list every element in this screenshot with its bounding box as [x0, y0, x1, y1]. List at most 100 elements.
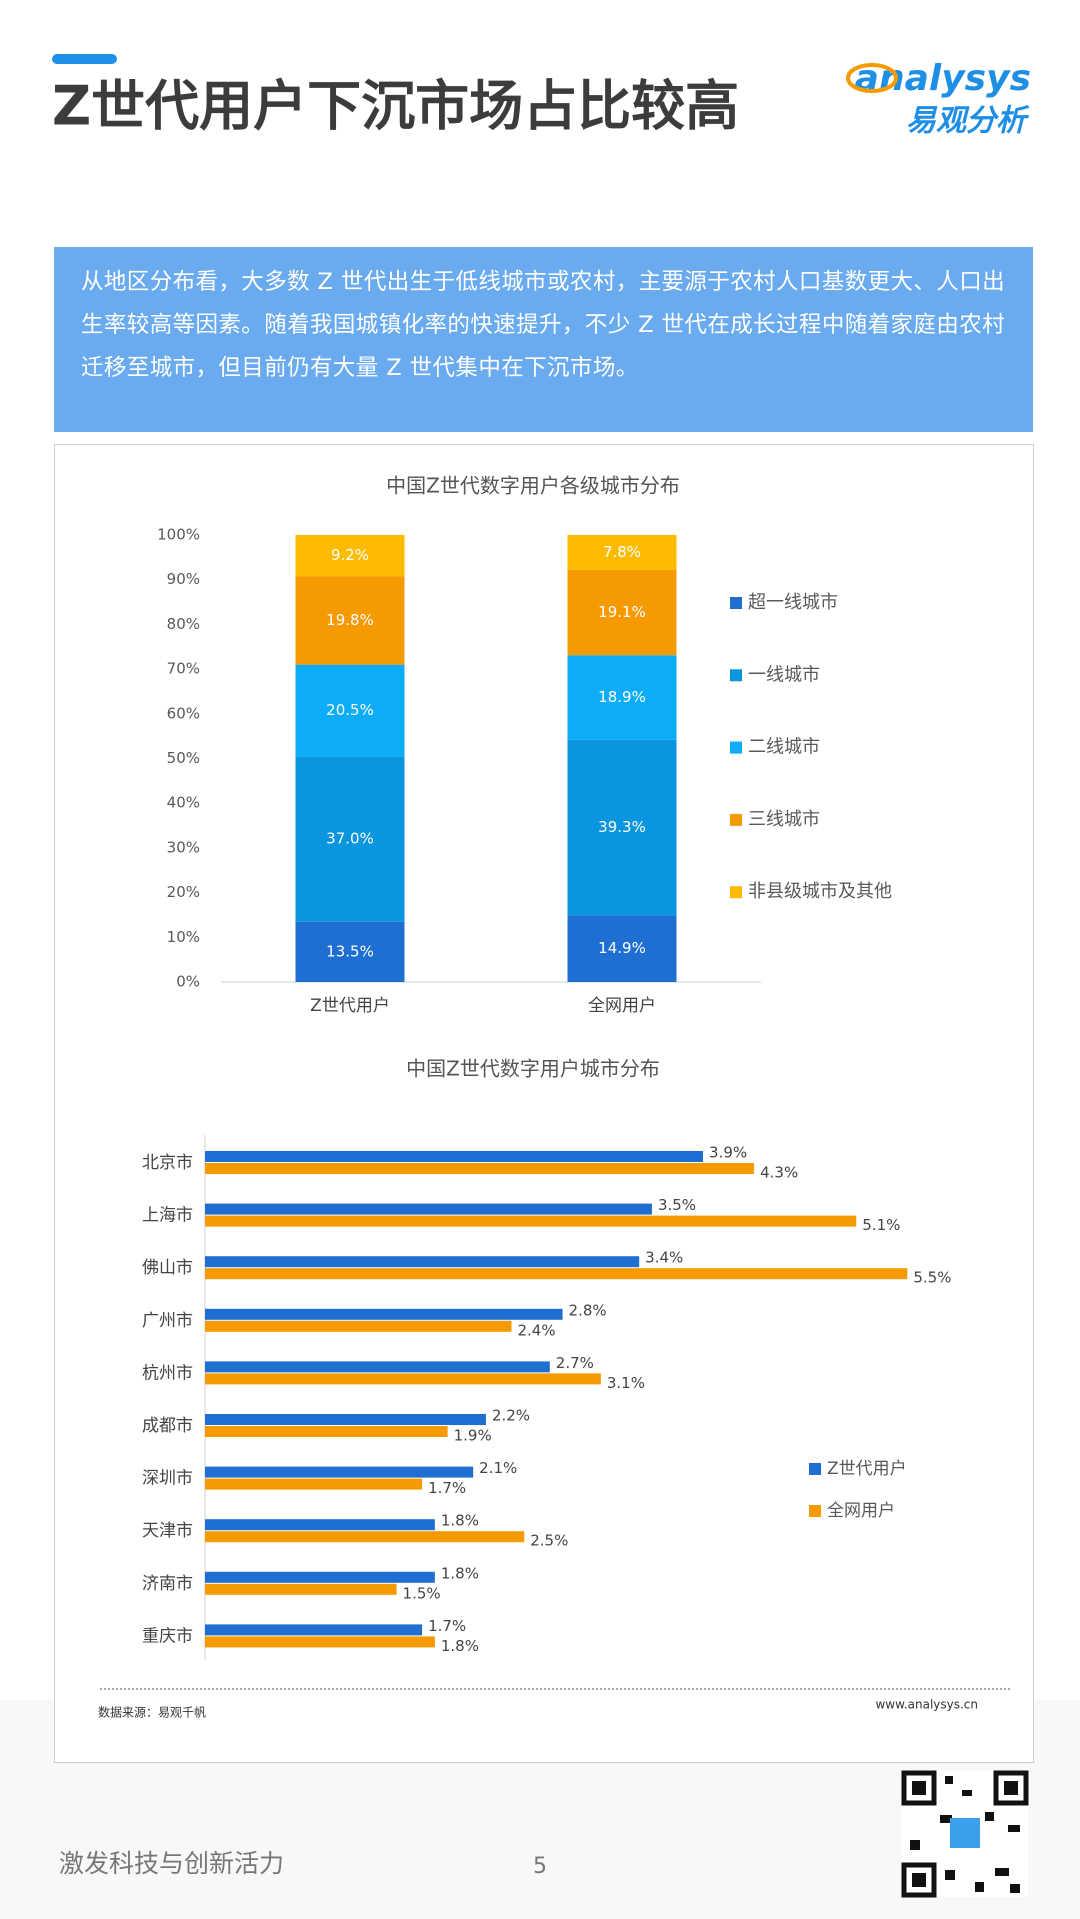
bar: [205, 1414, 486, 1425]
bar-segment: [295, 921, 405, 982]
bar: [205, 1478, 423, 1490]
legend-swatch: [730, 597, 742, 609]
data-label: 1.8%: [441, 1512, 479, 1530]
bar-segment: [567, 915, 677, 982]
data-label: 3.9%: [709, 1144, 747, 1162]
bar: [205, 1624, 423, 1636]
y-tick-label: 杭州市: [142, 1363, 193, 1383]
y-tick-label: 0%: [176, 973, 200, 991]
y-tick-label: 10%: [167, 928, 200, 946]
y-tick-label: 70%: [167, 660, 200, 678]
data-label: 1.7%: [428, 1479, 466, 1497]
chart-title: 中国Z世代数字用户各级城市分布: [386, 474, 680, 498]
data-label: 5.1%: [862, 1216, 900, 1234]
bar-segment: [295, 756, 405, 922]
legend-label: 超一线城市: [748, 592, 838, 613]
chart-panel: [54, 444, 1034, 1763]
data-label: 13.5%: [326, 942, 374, 960]
bar: [205, 1308, 563, 1320]
data-label: 4.3%: [760, 1164, 798, 1182]
bar-segment: [567, 569, 677, 656]
intro-text: 从地区分布看，大多数 Z 世代出生于低线城市或农村，主要源于农村人口基数更大、人…: [54, 247, 1033, 432]
data-label: 37.0%: [326, 829, 374, 847]
bar: [205, 1361, 550, 1373]
accent-bar: [52, 54, 117, 64]
x-tick-label: Z世代用户: [310, 996, 390, 1016]
legend-swatch: [730, 669, 742, 682]
bar: [205, 1203, 652, 1215]
legend-label: 一线城市: [748, 664, 820, 685]
bar-segment: [567, 535, 677, 570]
source: 数据来源：易观千帆: [98, 1705, 206, 1720]
data-label: 2.4%: [517, 1321, 555, 1339]
y-tick-label: 80%: [167, 615, 200, 633]
bar-segment: [567, 655, 677, 740]
data-label: 3.5%: [658, 1196, 696, 1214]
y-tick-label: 成都市: [142, 1416, 193, 1436]
y-tick-label: 50%: [167, 749, 200, 767]
y-tick-label: 广州市: [142, 1311, 193, 1331]
legend-label: 非县级城市及其他: [748, 881, 892, 902]
page-title: Z世代用户下沉市场占比较高: [52, 75, 739, 138]
data-label: 9.2%: [331, 546, 369, 564]
bar: [205, 1320, 512, 1332]
y-tick-label: 北京市: [142, 1153, 193, 1173]
data-label: 2.1%: [479, 1459, 517, 1477]
y-tick-label: 深圳市: [142, 1469, 193, 1489]
bar: [205, 1163, 755, 1174]
bar: [205, 1583, 397, 1595]
data-label: 2.2%: [492, 1407, 530, 1425]
data-label: 18.9%: [598, 688, 646, 706]
legend-label: 二线城市: [748, 737, 820, 758]
legend-swatch: [730, 813, 742, 826]
bar-segment: [295, 664, 405, 757]
data-label: 7.8%: [603, 543, 641, 561]
y-tick-label: 40%: [167, 794, 200, 812]
y-tick-label: 60%: [167, 704, 200, 722]
bar: [205, 1466, 474, 1478]
data-label: 1.5%: [403, 1584, 441, 1602]
legend-swatch: [730, 886, 742, 899]
data-label: 14.9%: [598, 939, 646, 957]
y-tick-label: 重庆市: [142, 1626, 193, 1646]
data-label: 20.5%: [326, 701, 374, 719]
data-label: 1.8%: [441, 1564, 479, 1582]
data-label: 5.5%: [913, 1269, 951, 1287]
bar-segment: [295, 576, 405, 665]
bar: [205, 1426, 448, 1437]
bar: [205, 1636, 435, 1648]
data-label: 3.4%: [645, 1249, 683, 1267]
data-label: 1.8%: [441, 1637, 479, 1655]
bar-segment: [567, 739, 677, 916]
data-label: 3.1%: [607, 1374, 645, 1392]
bar: [205, 1151, 704, 1162]
page-number: 5: [533, 1854, 547, 1879]
legend-swatch: [730, 741, 742, 754]
data-label: 19.1%: [598, 603, 646, 621]
legend-label: 全网用户: [827, 1501, 895, 1521]
data-label: 19.8%: [326, 611, 374, 629]
website: www.analysys.cn: [875, 1698, 978, 1712]
logo-name: 易观分析: [906, 104, 1030, 139]
bar: [205, 1268, 908, 1280]
y-tick-label: 100%: [157, 526, 200, 544]
bar: [205, 1373, 601, 1385]
bar: [205, 1215, 857, 1227]
y-tick-label: 30%: [167, 838, 200, 856]
legend-swatch: [809, 1505, 821, 1517]
chart-title: 中国Z世代数字用户城市分布: [406, 1057, 660, 1081]
data-label: 1.7%: [428, 1617, 466, 1635]
legend-label: Z世代用户: [827, 1459, 907, 1479]
data-label: 2.7%: [556, 1354, 594, 1372]
data-label: 1.9%: [454, 1427, 492, 1445]
bar: [205, 1531, 525, 1543]
y-tick-label: 20%: [167, 883, 200, 901]
bar: [205, 1519, 435, 1531]
bar: [205, 1571, 435, 1583]
x-tick-label: 全网用户: [588, 996, 656, 1016]
qr-code: [901, 1770, 1029, 1898]
legend-label: 三线城市: [748, 809, 820, 830]
data-label: 2.5%: [530, 1532, 568, 1550]
